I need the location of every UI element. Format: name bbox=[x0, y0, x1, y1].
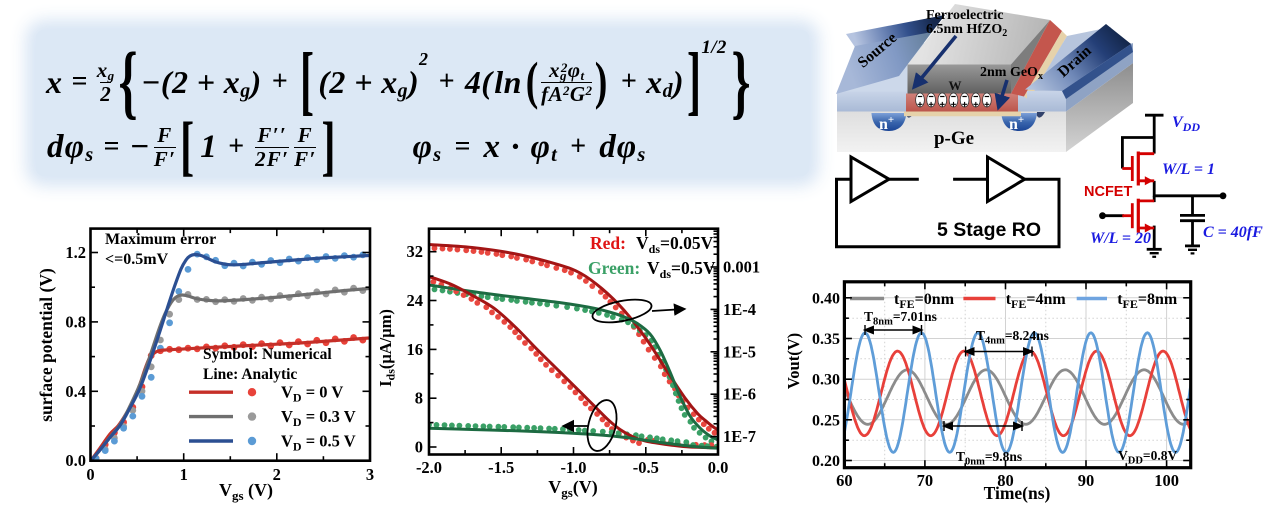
svg-text:VD = 0.5 V: VD = 0.5 V bbox=[281, 432, 356, 454]
svg-text:Red:: Red: bbox=[590, 233, 626, 253]
svg-text:Vgs(V): Vgs(V) bbox=[548, 477, 598, 500]
svg-text:Ids(μA/μm): Ids(μA/μm) bbox=[376, 309, 398, 387]
svg-text:-1.5: -1.5 bbox=[488, 458, 514, 477]
svg-text:tFE=0nm: tFE=0nm bbox=[894, 291, 955, 311]
svg-text:W/L = 1: W/L = 1 bbox=[1162, 161, 1215, 178]
svg-text:1E-5: 1E-5 bbox=[723, 342, 756, 361]
svg-text:-0.5: -0.5 bbox=[633, 458, 659, 477]
svg-text:0.40: 0.40 bbox=[812, 290, 840, 307]
svg-text:0.4: 0.4 bbox=[65, 382, 86, 401]
svg-text:2nm GeOx: 2nm GeOx bbox=[980, 65, 1043, 82]
svg-text:Vout(V): Vout(V) bbox=[784, 333, 803, 389]
svg-text:Maximum error: Maximum error bbox=[105, 231, 216, 248]
svg-text:32: 32 bbox=[407, 242, 424, 261]
svg-text:Ferroelectric: Ferroelectric bbox=[926, 8, 1003, 23]
svg-text:0.30: 0.30 bbox=[812, 372, 840, 389]
svg-text:6.5nm HfZO2: 6.5nm HfZO2 bbox=[926, 22, 1007, 39]
svg-text:100: 100 bbox=[1154, 471, 1179, 490]
svg-text:VD = 0.3 V: VD = 0.3 V bbox=[281, 407, 356, 429]
svg-text:60: 60 bbox=[836, 471, 853, 490]
svg-text:1E-7: 1E-7 bbox=[723, 427, 756, 446]
svg-text:Vds=0.05V: Vds=0.05V bbox=[636, 233, 714, 256]
svg-text:-1.0: -1.0 bbox=[560, 458, 586, 477]
svg-text:1E-6: 1E-6 bbox=[723, 385, 756, 404]
svg-text:surface potential (V): surface potential (V) bbox=[36, 268, 56, 422]
svg-text:VDD: VDD bbox=[1172, 114, 1200, 134]
svg-text:0.0: 0.0 bbox=[65, 451, 86, 470]
svg-text:C = 40fF: C = 40fF bbox=[1203, 224, 1263, 241]
svg-text:T8nm=7.01ns: T8nm=7.01ns bbox=[864, 309, 937, 328]
svg-text:Time(ns): Time(ns) bbox=[984, 483, 1051, 503]
svg-text:0: 0 bbox=[415, 438, 423, 457]
svg-text:Green:: Green: bbox=[588, 258, 640, 278]
svg-text:5 Stage RO: 5 Stage RO bbox=[937, 219, 1041, 241]
svg-text:1E-4: 1E-4 bbox=[723, 300, 756, 319]
svg-text:-2.0: -2.0 bbox=[416, 458, 442, 477]
svg-text:24: 24 bbox=[407, 291, 424, 310]
svg-text:90: 90 bbox=[1078, 471, 1095, 490]
svg-text:0.001: 0.001 bbox=[723, 258, 760, 277]
svg-text:0.35: 0.35 bbox=[812, 331, 840, 348]
svg-text:1: 1 bbox=[180, 465, 188, 484]
svg-text:0.0: 0.0 bbox=[708, 458, 729, 477]
svg-text:8: 8 bbox=[415, 389, 423, 408]
svg-text:1.2: 1.2 bbox=[65, 243, 86, 262]
svg-text:Symbol: Numerical: Symbol: Numerical bbox=[203, 346, 332, 363]
svg-text:Line: Analytic: Line: Analytic bbox=[203, 366, 297, 383]
svg-text:70: 70 bbox=[917, 471, 934, 490]
svg-text:2: 2 bbox=[273, 465, 281, 484]
svg-text:<=0.5mV: <=0.5mV bbox=[105, 251, 169, 268]
svg-text:0.20: 0.20 bbox=[812, 453, 840, 470]
svg-text:0.25: 0.25 bbox=[812, 412, 840, 429]
svg-text:16: 16 bbox=[407, 340, 424, 359]
svg-text:T4nm=8.24ns: T4nm=8.24ns bbox=[976, 328, 1049, 347]
svg-text:80: 80 bbox=[997, 471, 1014, 490]
svg-text:tFE=4nm: tFE=4nm bbox=[1006, 291, 1067, 311]
svg-text:NCFET: NCFET bbox=[1084, 184, 1132, 200]
svg-text:Vgs (V): Vgs (V) bbox=[219, 480, 273, 503]
svg-text:Vds=0.5V: Vds=0.5V bbox=[647, 258, 716, 281]
svg-text:W/L = 20: W/L = 20 bbox=[1090, 230, 1151, 247]
svg-text:W: W bbox=[949, 78, 962, 93]
svg-text:0.8: 0.8 bbox=[65, 312, 86, 331]
svg-text:p-Ge: p-Ge bbox=[934, 128, 974, 149]
svg-text:0: 0 bbox=[86, 465, 94, 484]
svg-text:3: 3 bbox=[366, 465, 374, 484]
svg-text:VD = 0 V: VD = 0 V bbox=[281, 383, 343, 405]
